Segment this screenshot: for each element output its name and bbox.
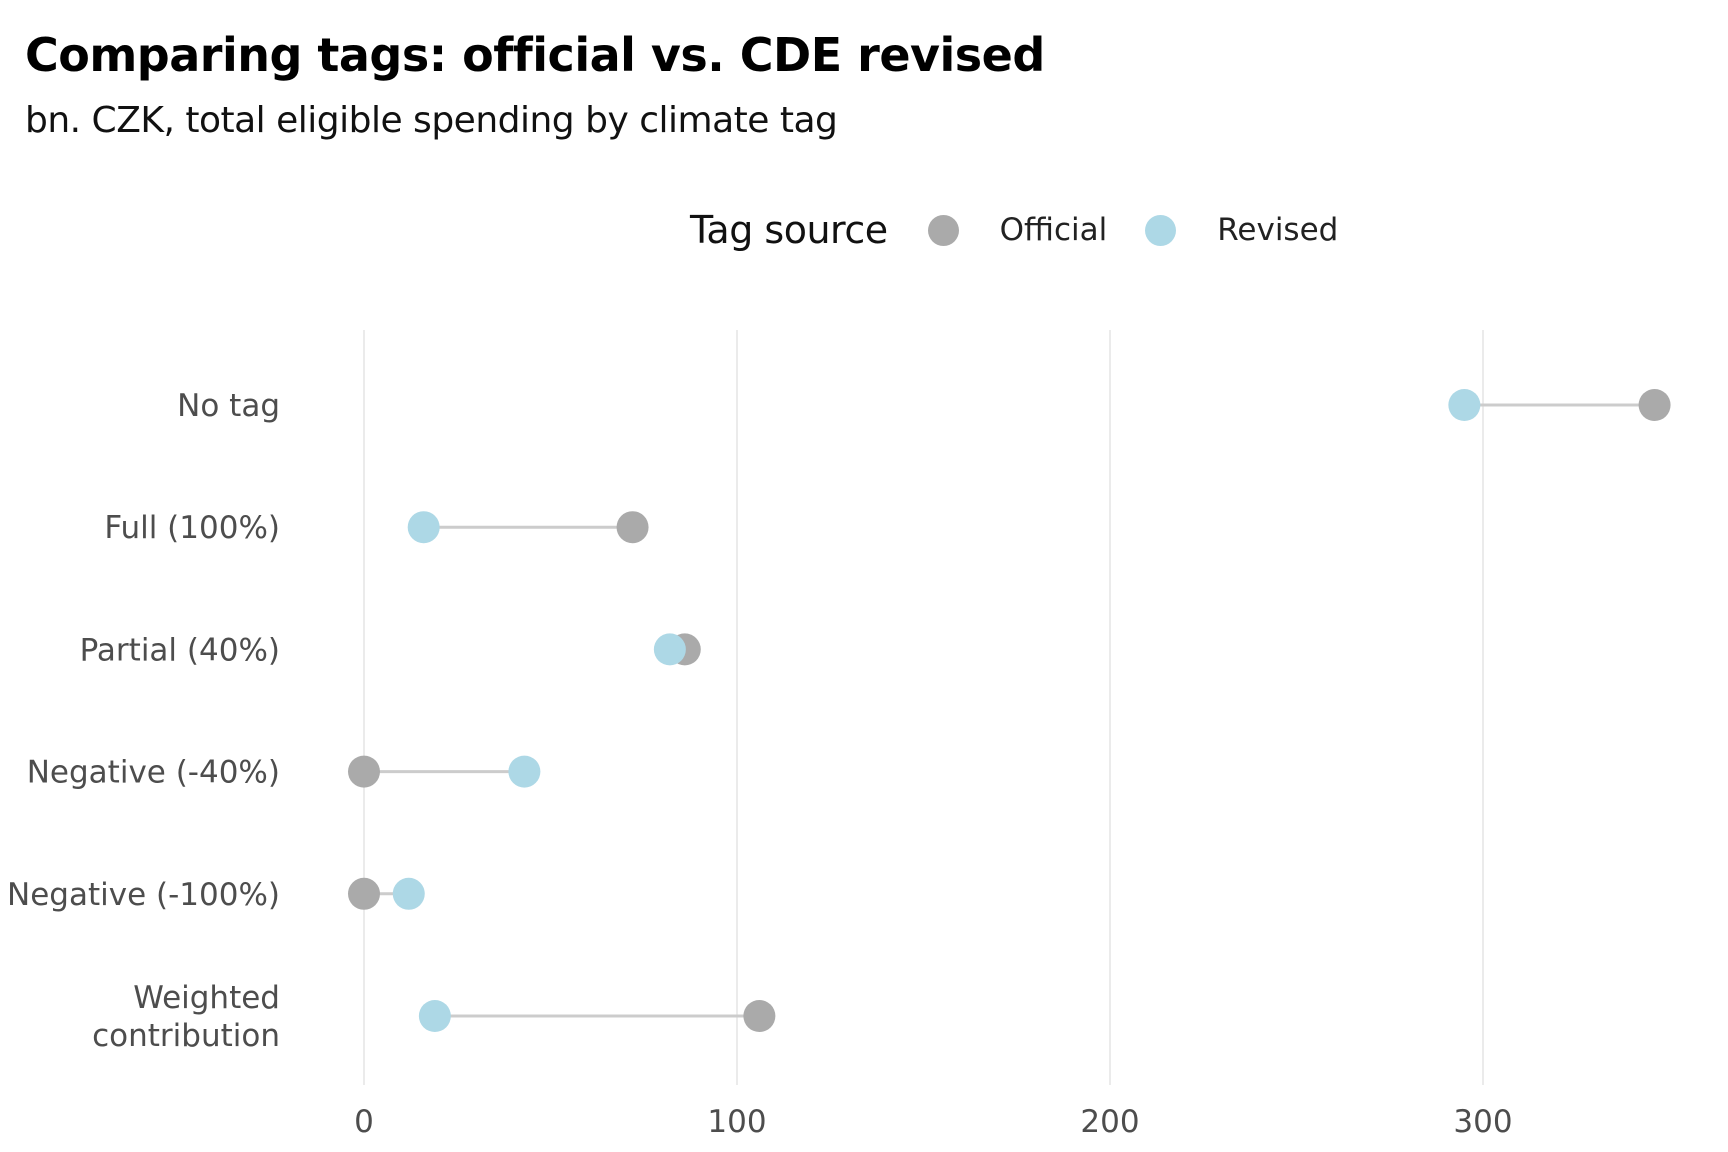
legend-item-revised: Revised [1145,212,1338,248]
legend: Tag source Official Revised [690,205,1376,255]
dot-official-full-100 [616,511,649,544]
x-tick-label-300: 300 [1453,1104,1512,1140]
legend-label-official: Official [999,212,1108,248]
dot-revised-partial-40 [653,633,686,666]
dot-official-weighted-contribution [743,1000,776,1032]
dot-official-negative-40 [348,755,380,788]
dot-revised-negative-40 [508,755,541,788]
dot-revised-no-tag [1448,389,1481,421]
category-label-negative-100: Negative (-100%) [7,877,280,913]
x-tick-label-100: 100 [707,1104,766,1140]
category-label-weighted-contribution-line-2: contribution [92,1018,280,1054]
dot-official-no-tag [1638,389,1671,421]
legend-item-official: Official [927,212,1108,248]
category-label-no-tag: No tag [177,388,280,424]
chart-subtitle: bn. CZK, total eligible spending by clim… [25,100,838,141]
category-label-weighted-contribution-line-1: Weighted [133,980,280,1016]
dot-revised-negative-100 [392,877,425,910]
legend-swatch-official [927,214,959,246]
category-label-partial-40: Partial (40%) [80,632,280,668]
x-tick-label-0: 0 [354,1104,374,1140]
category-label-negative-40: Negative (-40%) [27,755,280,791]
x-tick-label-200: 200 [1080,1104,1139,1140]
category-label-full-100: Full (100%) [104,510,280,546]
chart-title: Comparing tags: official vs. CDE revised [25,28,1045,82]
legend-title: Tag source [690,208,888,252]
legend-swatch-revised [1145,214,1177,246]
legend-label-revised: Revised [1217,212,1339,248]
dot-revised-full-100 [407,511,440,544]
dot-official-negative-100 [348,877,380,910]
dot-revised-weighted-contribution [418,1000,451,1032]
